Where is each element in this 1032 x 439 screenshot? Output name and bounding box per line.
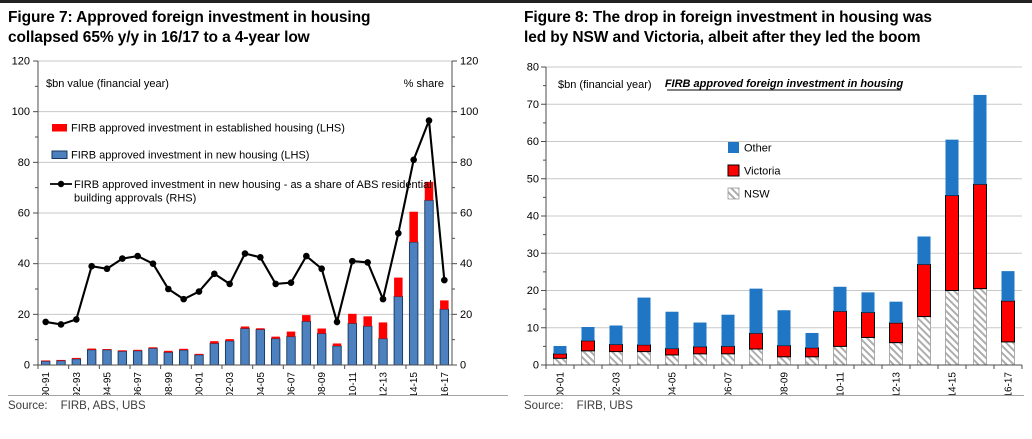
figure8-source-label: Source: (524, 399, 564, 412)
svg-text:50: 50 (527, 173, 539, 185)
svg-text:90-91: 90-91 (41, 371, 52, 394)
svg-text:20: 20 (18, 309, 30, 321)
svg-text:120: 120 (12, 55, 30, 67)
svg-text:building approvals (RHS): building approvals (RHS) (74, 192, 196, 204)
svg-text:00-01: 00-01 (556, 371, 567, 394)
figure8-panel: Figure 8: The drop in foreign investment… (516, 3, 1032, 439)
figure7-source-label: Source: (8, 399, 48, 412)
svg-text:98-99: 98-99 (164, 371, 175, 394)
svg-text:60: 60 (527, 136, 539, 148)
svg-text:70: 70 (527, 99, 539, 111)
svg-text:08-09: 08-09 (780, 371, 791, 394)
figure7-title-line2: collapsed 65% y/y in 16/17 to a 4-year l… (8, 29, 310, 47)
svg-text:NSW: NSW (744, 188, 770, 200)
svg-text:12-13: 12-13 (892, 371, 903, 394)
svg-text:40: 40 (18, 258, 30, 270)
svg-text:80: 80 (18, 157, 30, 169)
svg-text:0: 0 (460, 359, 466, 371)
svg-text:06-07: 06-07 (724, 371, 735, 394)
svg-text:FIRB approved investment in ne: FIRB approved investment in new housing … (71, 149, 309, 161)
figure8-title-line1: Figure 8: The drop in foreign investment… (524, 9, 932, 26)
svg-text:40: 40 (460, 258, 472, 270)
figure8-source-text: FIRB, UBS (576, 399, 633, 412)
svg-text:92-93: 92-93 (72, 371, 83, 394)
svg-text:02-03: 02-03 (225, 371, 236, 394)
figure7-title-line1: Figure 7: Approved foreign investment in… (8, 9, 371, 26)
svg-text:60: 60 (18, 207, 30, 219)
svg-text:FIRB approved investment in ne: FIRB approved investment in new housing … (74, 179, 432, 191)
svg-text:04-05: 04-05 (668, 371, 679, 394)
svg-text:14-15: 14-15 (948, 371, 959, 394)
svg-text:% share: % share (404, 78, 444, 90)
svg-text:94-95: 94-95 (103, 371, 114, 394)
svg-text:04-05: 04-05 (256, 371, 267, 394)
svg-text:00-01: 00-01 (195, 371, 206, 394)
figure7-chart: 0 0 20 20 40 40 60 60 80 80 100 100 120 120 90-91 92-93… (12, 55, 479, 395)
svg-text:FIRB approved foreign investme: FIRB approved foreign investment in hous… (665, 78, 904, 90)
figure8-title: Figure 8: The drop in foreign investment… (524, 8, 1024, 49)
svg-text:80: 80 (527, 61, 539, 73)
svg-text:80: 80 (460, 157, 472, 169)
svg-text:10-11: 10-11 (836, 371, 847, 394)
svg-text:100: 100 (12, 106, 30, 118)
svg-text:30: 30 (527, 248, 539, 260)
figure7-title: Figure 7: Approved foreign investment in… (8, 8, 508, 49)
svg-text:$bn (financial year): $bn (financial year) (558, 79, 652, 91)
svg-text:60: 60 (460, 207, 472, 219)
svg-text:0: 0 (24, 359, 30, 371)
figure7-source-text: FIRB, ABS, UBS (60, 399, 146, 412)
svg-text:40: 40 (527, 210, 539, 222)
svg-text:FIRB approved investment in es: FIRB approved investment in established … (71, 122, 345, 134)
figure7-panel: Figure 7: Approved foreign investment in… (0, 3, 516, 439)
svg-text:$bn value (financial year): $bn value (financial year) (46, 78, 169, 90)
figure8-title-line2: led by NSW and Victoria, albeit after th… (524, 29, 921, 47)
svg-text:20: 20 (460, 309, 472, 321)
svg-text:120: 120 (460, 55, 478, 67)
svg-text:96-97: 96-97 (133, 371, 144, 394)
svg-text:20: 20 (527, 285, 539, 297)
svg-text:08-09: 08-09 (317, 371, 328, 394)
svg-text:Victoria: Victoria (744, 165, 781, 177)
figure8-source: Source: FIRB, UBS (524, 394, 1024, 412)
svg-text:10: 10 (527, 322, 539, 334)
svg-text:06-07: 06-07 (287, 371, 298, 394)
figure7-source: Source: FIRB, ABS, UBS (8, 394, 508, 412)
svg-text:02-03: 02-03 (612, 371, 623, 394)
svg-text:Other: Other (744, 142, 772, 154)
svg-text:14-15: 14-15 (409, 371, 420, 394)
svg-text:16-17: 16-17 (440, 371, 451, 394)
svg-text:12-13: 12-13 (379, 371, 390, 394)
svg-text:10-11: 10-11 (348, 371, 359, 394)
svg-text:0: 0 (533, 359, 539, 371)
svg-text:100: 100 (460, 106, 478, 118)
figure8-chart: 0 10 20 30 40 50 60 70 80 00-01 02-03 04-05 06-07 08-… (527, 61, 1023, 395)
svg-text:16-17: 16-17 (1004, 371, 1015, 394)
